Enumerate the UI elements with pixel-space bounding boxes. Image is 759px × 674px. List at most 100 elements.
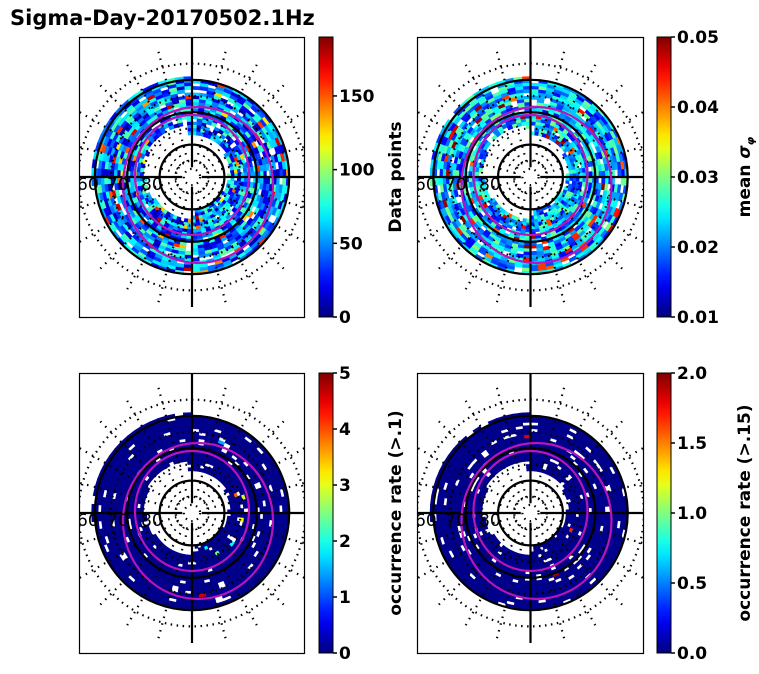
dotted-mlt-meridian	[202, 420, 285, 503]
dotted-mlt-meridian	[99, 420, 182, 503]
dotted-lat-circle	[521, 503, 540, 523]
dotted-mlt-meridian	[533, 528, 566, 639]
data-bin	[183, 85, 193, 91]
axes-frame	[78, 372, 306, 655]
colorbar-tick-label: 1.5	[677, 434, 707, 454]
data-bin	[620, 176, 625, 186]
dotted-mlt-meridian	[533, 192, 566, 303]
data-bin	[522, 554, 528, 559]
data-bin	[178, 582, 187, 588]
colorbar-tick-label: 0.5	[677, 574, 707, 594]
data-bin	[561, 152, 568, 158]
axes-frame	[416, 36, 645, 319]
data-bin	[522, 89, 531, 94]
dotted-mlt-meridian	[202, 523, 285, 606]
colorbar-tick-label: 0.05	[677, 28, 719, 48]
dotted-mlt-meridian	[199, 190, 258, 290]
data-bin	[183, 554, 189, 559]
auroral-oval-equatorward	[460, 105, 613, 265]
data-bin	[522, 218, 528, 223]
data-bin	[495, 539, 502, 546]
dotted-mlt-meridian	[207, 516, 304, 545]
data-bin	[130, 181, 135, 189]
dotted-mlt-meridian	[545, 516, 643, 545]
colorbar-tick-label: 2	[339, 532, 351, 552]
colorbar-tick-label: 0.02	[677, 238, 719, 258]
dotted-mlt-meridian	[79, 111, 179, 170]
dotted-mlt-meridian	[205, 111, 304, 170]
data-bin	[536, 579, 544, 585]
figure-title: Sigma-Day-20170502.1Hz	[10, 6, 315, 30]
data-bin	[282, 504, 287, 514]
dotted-mlt-meridian	[195, 387, 227, 498]
data-bin	[567, 183, 573, 189]
lat-label-60: 60	[415, 511, 437, 531]
data-bin	[538, 602, 548, 607]
colorbar-tick-label: 0.03	[677, 168, 719, 188]
data-bin	[533, 131, 539, 136]
plot-area: 60 70 80	[79, 37, 304, 307]
dotted-mlt-meridian	[79, 516, 177, 545]
dotted-mlt-meridian	[545, 145, 643, 174]
data-bin	[198, 435, 206, 440]
dotted-mlt-meridian	[417, 145, 516, 174]
dotted-mlt-meridian	[495, 387, 528, 498]
dotted-mlt-meridian	[157, 387, 189, 498]
data-bin	[536, 243, 544, 249]
lat-label-80: 80	[141, 175, 163, 195]
lat-label-70: 70	[107, 175, 129, 195]
data-bin	[226, 179, 232, 185]
lat-label-70: 70	[445, 175, 467, 195]
dotted-mlt-meridian	[533, 51, 566, 162]
dotted-mlt-meridian	[464, 400, 524, 500]
colorbar-tick-label: 100	[339, 161, 375, 181]
colorbar-tick-label: 5	[339, 364, 351, 384]
data-bin	[453, 189, 459, 198]
data-bin	[562, 483, 569, 490]
data-bin	[226, 515, 232, 521]
data-bin	[619, 520, 625, 530]
dotted-mlt-meridian	[541, 523, 623, 606]
data-bin	[175, 262, 185, 268]
lat-label-80: 80	[479, 511, 501, 531]
data-bin	[198, 428, 207, 434]
auroral-oval-equatorward	[460, 441, 613, 601]
colorbar-tick-label: 0.04	[677, 98, 719, 118]
lat-label-70: 70	[445, 511, 467, 531]
data-bin	[561, 488, 568, 494]
data-bin	[533, 467, 539, 472]
auroral-oval-poleward	[133, 113, 251, 237]
dotted-mlt-meridian	[417, 516, 516, 545]
dotted-mlt-meridian	[545, 180, 643, 209]
data-bin	[277, 160, 283, 170]
data-bin	[168, 124, 175, 131]
dotted-mlt-meridian	[438, 84, 520, 167]
data-bin	[172, 459, 179, 465]
data-bin	[617, 168, 622, 178]
data-bin	[565, 179, 570, 185]
data-bin	[199, 86, 209, 92]
colorbar-tick-label: 0	[339, 308, 351, 328]
data-bin	[506, 124, 514, 131]
colorbar-tick-label: 0.0	[677, 644, 707, 664]
data-bin	[516, 253, 525, 259]
dotted-mlt-meridian	[195, 51, 227, 162]
dotted-mlt-meridian	[207, 180, 304, 209]
colorbar-tick-label: 2.0	[677, 364, 707, 384]
colorbar	[318, 372, 334, 654]
data-bin	[567, 501, 573, 507]
data-bin	[565, 515, 570, 521]
lat-label-80: 80	[479, 175, 501, 195]
dotted-mlt-meridian	[195, 528, 227, 639]
dotted-mlt-meridian	[438, 187, 520, 270]
plot-area: 60 70 80	[415, 373, 643, 643]
dotted-mlt-meridian	[464, 526, 524, 626]
dotted-mlt-meridian	[541, 84, 623, 167]
colorbar-label: mean σφ	[735, 136, 757, 217]
dotted-mlt-meridian	[205, 184, 304, 243]
dotted-mlt-meridian	[543, 111, 643, 170]
auroral-oval-poleward	[133, 449, 251, 573]
